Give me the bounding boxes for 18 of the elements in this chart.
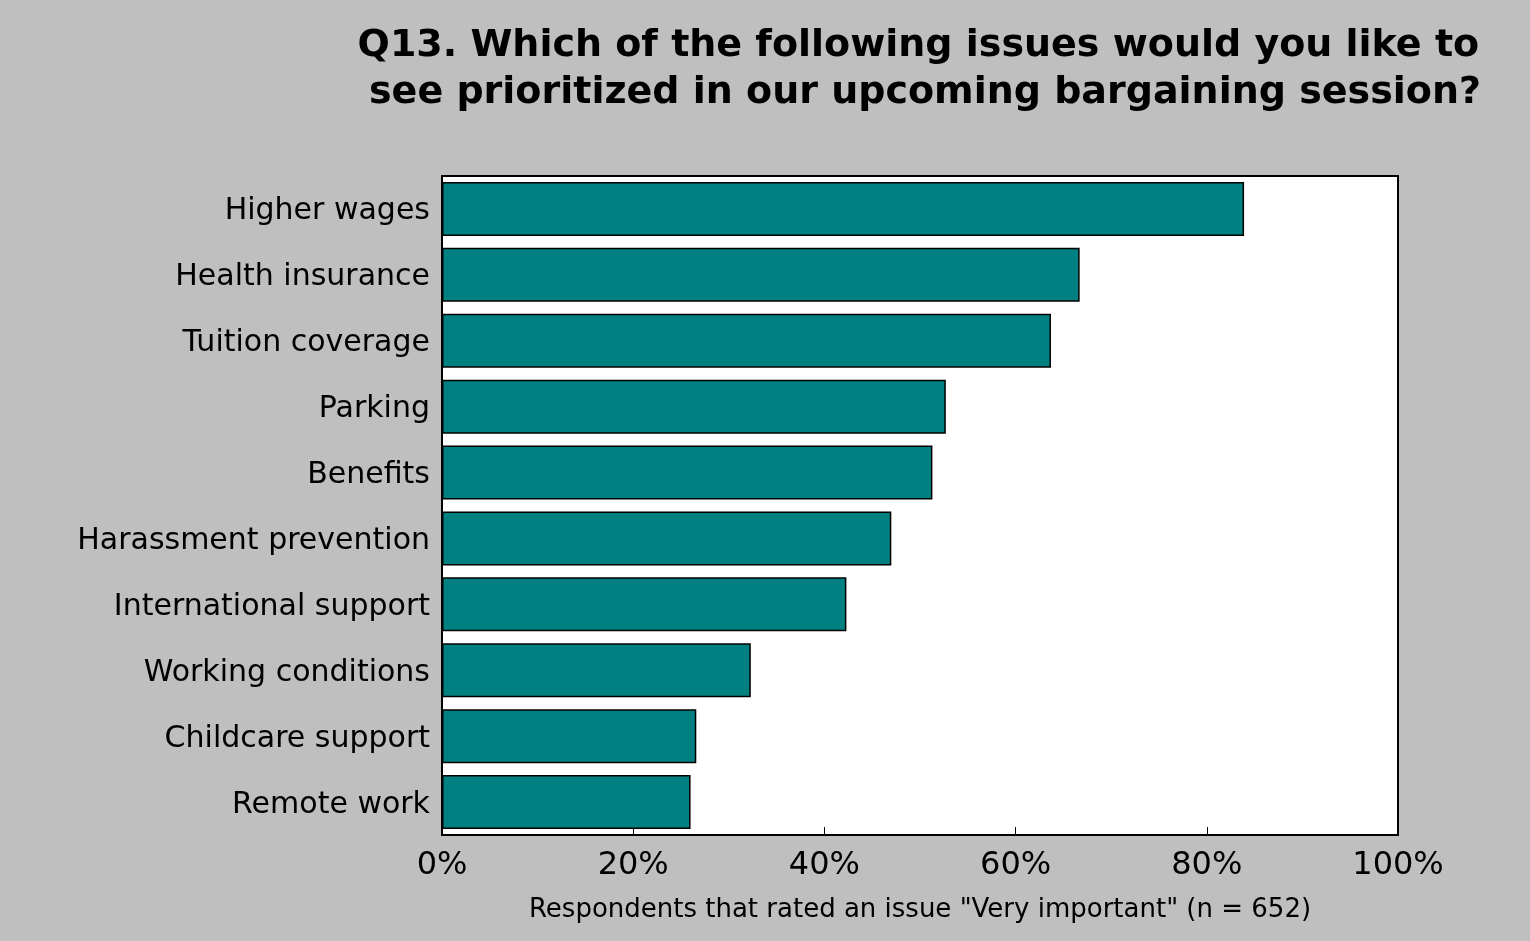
y-tick-label: Tuition coverage: [181, 323, 430, 359]
chart-title: Q13. Which of the following issues would you like to see prioritized in our upcoming bargaining session?: [357, 20, 1493, 112]
x-tick-label: 80%: [1171, 844, 1243, 882]
x-tick-label: 40%: [788, 844, 860, 882]
y-tick-label: Parking: [318, 389, 430, 425]
y-tick-label: Higher wages: [224, 191, 430, 227]
y-tick-label: Benefits: [307, 455, 430, 491]
x-tick-label: 60%: [980, 844, 1052, 882]
x-axis-title: Respondents that rated an issue "Very important" (n = 652): [528, 893, 1312, 923]
y-tick-label: Harassment prevention: [77, 520, 430, 556]
y-tick-label: Childcare support: [164, 718, 431, 754]
x-tick-label: 0%: [416, 844, 468, 882]
y-tick-label: Working conditions: [143, 652, 430, 688]
x-tick-label: 100%: [1352, 844, 1444, 882]
x-tick-label: 20%: [597, 844, 669, 882]
y-tick-label: International support: [113, 586, 431, 622]
y-tick-label: Remote work: [232, 784, 431, 820]
y-tick-label: Health insurance: [175, 257, 430, 293]
